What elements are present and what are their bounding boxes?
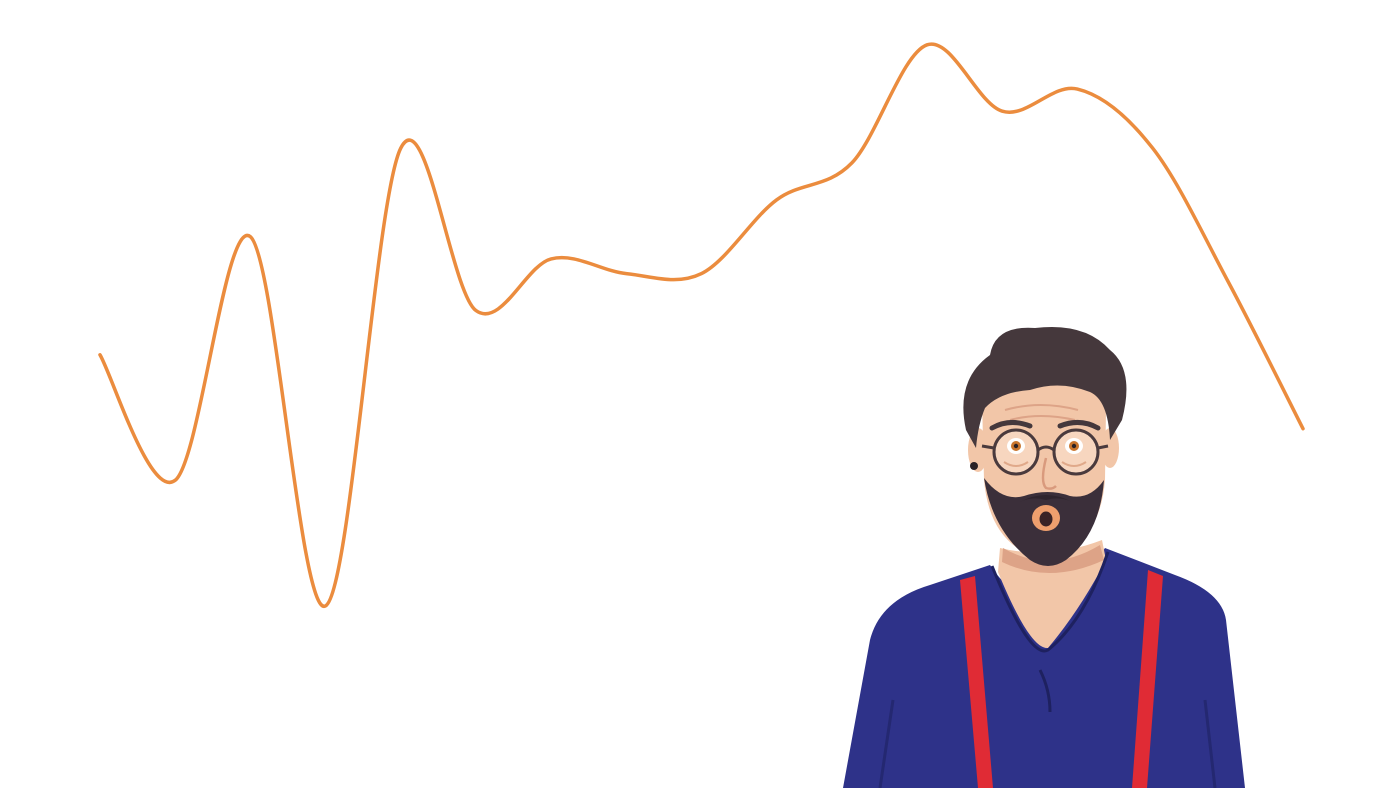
pupil-left-core (1013, 443, 1019, 449)
forehead-wrinkle (1009, 415, 1076, 421)
earring-icon (970, 462, 978, 470)
glasses-arm-right (1097, 444, 1109, 450)
glasses-bridge (1037, 445, 1055, 452)
series-layer (98, 42, 1305, 608)
collar-line (990, 551, 1110, 653)
mouth-inner (1039, 511, 1053, 527)
suspender-left (960, 576, 993, 788)
suspender-right (1132, 570, 1163, 788)
mustache (1020, 495, 1072, 502)
series-line-0 (98, 42, 1305, 608)
eyebrow-left (989, 420, 1033, 431)
shirt-fold (1038, 669, 1052, 713)
pupil-right-core (1071, 443, 1077, 449)
glasses-arm-left (981, 444, 995, 450)
hair (963, 326, 1127, 448)
shirt-fold-right (1203, 699, 1217, 788)
under-eye-right (1061, 461, 1087, 467)
forehead-wrinkle (1004, 404, 1079, 411)
shirt-fold-left (878, 699, 895, 788)
nose (1041, 457, 1057, 490)
neck-shadow (1002, 545, 1104, 574)
under-eye-left (1003, 461, 1029, 467)
eyebrow-right (1057, 420, 1101, 431)
